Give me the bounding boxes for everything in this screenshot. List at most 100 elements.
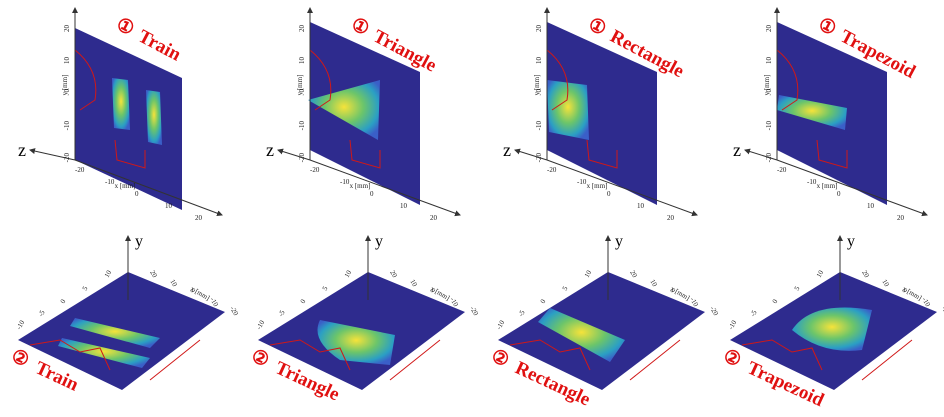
x-tick-label: -20 — [310, 166, 320, 174]
y-tick-label: -20 — [298, 153, 306, 163]
y-tick-label: -10 — [765, 121, 773, 131]
x-tick-label: -20 — [777, 166, 787, 174]
panel-label: ① — [113, 14, 138, 41]
x-tick-label: 10 — [168, 278, 179, 288]
y-tick-label: -10 — [255, 318, 267, 331]
x-tick-label: 20 — [148, 269, 159, 279]
y-tick-label: -5 — [37, 309, 47, 318]
x-tick-label: -10 — [577, 178, 587, 186]
x-tick-label: 20 — [430, 214, 438, 222]
y-label: y — [375, 233, 383, 250]
y-tick-label: 20 — [298, 25, 306, 33]
y-tick-label: 10 — [583, 269, 594, 279]
y-tick-label: 10 — [298, 57, 306, 65]
x-tick-label: 20 — [628, 269, 639, 279]
panel-label: ① — [348, 14, 373, 41]
top-panel: zy [mm]x [mm]20100-10-20-20-1001020①Trap… — [733, 8, 927, 222]
x-tick-label: -10 — [105, 178, 115, 186]
panel-label: ② — [720, 345, 744, 371]
y-tick-label: 10 — [765, 57, 773, 65]
bottom-panel: yx [mm]-10-5051020100-10-20②Triangle — [248, 233, 480, 405]
x-tick-label: 0 — [135, 190, 139, 198]
y-label: y — [847, 233, 855, 250]
x-tick-label: -10 — [807, 178, 817, 186]
y-tick-label: 5 — [321, 285, 330, 292]
y-tick-label: 10 — [63, 57, 71, 65]
x-tick-label: 0 — [370, 190, 374, 198]
x-tick-label: 20 — [388, 269, 399, 279]
x-tick-label: 10 — [867, 202, 875, 210]
y-tick-label: 20 — [63, 25, 71, 33]
intensity-blob — [112, 78, 130, 130]
x-tick-label: -20 — [940, 305, 944, 318]
x-tick-label: 20 — [195, 214, 203, 222]
y-tick-label: 0 — [298, 89, 306, 93]
y-tick-label: -5 — [749, 309, 759, 318]
top-panel: zy [mm]x [mm]20100-10-20-20-1001020①Rect… — [503, 8, 697, 222]
y-tick-label: -10 — [298, 121, 306, 131]
y-tick-label: 20 — [765, 25, 773, 33]
y-label: y — [615, 233, 623, 250]
x-tick-label: -20 — [468, 305, 480, 318]
y-tick-label: -20 — [535, 153, 543, 163]
y-tick-label: -10 — [727, 318, 739, 331]
x-tick-label: 10 — [648, 278, 659, 288]
y-tick-label: 5 — [81, 285, 90, 292]
x-label: x [mm] — [587, 182, 608, 190]
x-tick-label: -20 — [228, 305, 240, 318]
y-tick-label: 10 — [103, 269, 114, 279]
y-tick-label: -10 — [15, 318, 27, 331]
y-label: y — [135, 233, 143, 250]
y-tick-label: 5 — [793, 285, 802, 292]
y-tick-label: 0 — [765, 89, 773, 93]
y-tick-label: -10 — [535, 121, 543, 131]
intensity-blob — [146, 90, 162, 145]
x-tick-label: 0 — [607, 190, 611, 198]
y-tick-label: 0 — [535, 89, 543, 93]
y-tick-label: 20 — [535, 25, 543, 33]
x-tick-label: 10 — [400, 202, 408, 210]
x-tick-label: -20 — [708, 305, 720, 318]
y-tick-label: 10 — [535, 57, 543, 65]
x-tick-label: -20 — [547, 166, 557, 174]
y-tick-label: -5 — [517, 309, 527, 318]
x-tick-label: 10 — [165, 202, 173, 210]
y-tick-label: -20 — [63, 153, 71, 163]
x-tick-label: 10 — [880, 278, 891, 288]
panel-label: ② — [248, 345, 272, 371]
y-tick-label: 0 — [771, 298, 780, 305]
x-tick-label: 20 — [667, 214, 675, 222]
x-tick-label: -10 — [340, 178, 350, 186]
x-tick-label: 20 — [860, 269, 871, 279]
panel-label: ② — [8, 345, 32, 371]
z-label: z — [503, 140, 511, 160]
y-tick-label: 0 — [63, 89, 71, 93]
panel-label: ① — [585, 14, 610, 41]
x-label: x [mm] — [350, 182, 371, 190]
x-tick-label: 20 — [897, 214, 905, 222]
z-label: z — [733, 140, 741, 160]
bottom-panel: yx [mm]-10-5051020100-10-20②Trapezoid — [720, 233, 944, 411]
x-label: x [mm] — [115, 182, 136, 190]
x-label: x [mm] — [817, 182, 838, 190]
z-label: z — [18, 140, 26, 160]
top-panel: zy [mm]x [mm]20100-10-20-20-1001020①Trai… — [18, 8, 222, 222]
y-tick-label: 0 — [539, 298, 548, 305]
y-tick-label: 10 — [815, 269, 826, 279]
z-label: z — [266, 140, 274, 160]
top-panel: zy [mm]x [mm]20100-10-20-20-1001020①Tria… — [266, 8, 460, 222]
y-tick-label: 0 — [59, 298, 68, 305]
x-tick-label: -20 — [75, 166, 85, 174]
panel-label: ① — [815, 14, 840, 41]
panel-label: ② — [488, 345, 512, 371]
x-tick-label: 10 — [408, 278, 419, 288]
y-tick-label: -10 — [63, 121, 71, 131]
y-tick-label: -20 — [765, 153, 773, 163]
x-tick-label: 0 — [837, 190, 841, 198]
y-tick-label: 10 — [343, 269, 354, 279]
x-tick-label: 10 — [637, 202, 645, 210]
y-tick-label: -10 — [495, 318, 507, 331]
y-tick-label: -5 — [277, 309, 287, 318]
